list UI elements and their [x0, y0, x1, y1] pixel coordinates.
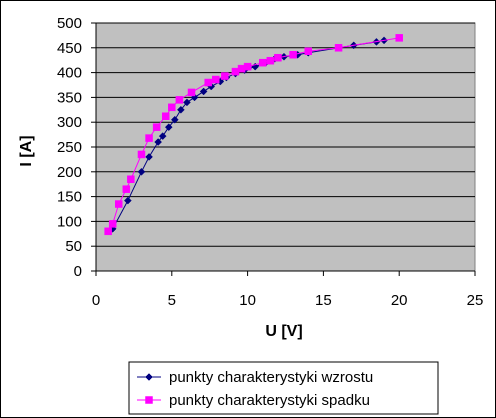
- series-spadku-point: [127, 175, 135, 183]
- series-spadku-point: [104, 227, 112, 236]
- legend-spadku-label: punkty charakterystyki spadku: [169, 392, 370, 409]
- x-tick-label: 20: [391, 292, 408, 309]
- series-wzrostu-point: [177, 105, 185, 114]
- series-wzrostu-point: [123, 196, 132, 205]
- y-tick-label: 250: [57, 139, 82, 156]
- series-spadku-point: [334, 44, 343, 52]
- series-spadku-point: [204, 78, 212, 87]
- series-spadku-point: [161, 112, 170, 120]
- x-axis-title: U [V]: [265, 323, 302, 340]
- series-wzrostu-point: [137, 167, 146, 176]
- legend: punkty charakterystyki wzrostu punkty cha…: [128, 361, 439, 415]
- legend-box: [128, 361, 439, 415]
- series-spadku-point: [289, 50, 297, 59]
- series-spadku-point: [187, 88, 196, 97]
- legend-wzrostu-marker: [145, 373, 153, 381]
- y-tick-label: 350: [57, 89, 82, 106]
- series-spadku-point: [108, 220, 117, 228]
- series-wzrostu-point: [183, 98, 191, 107]
- y-tick-label: 300: [57, 114, 82, 131]
- y-tick-label: 100: [57, 213, 82, 230]
- series-spadku-point: [259, 58, 267, 67]
- x-tick-label: 0: [92, 292, 100, 309]
- series-spadku-point: [145, 134, 153, 142]
- series-spadku-point: [137, 150, 146, 159]
- y-tick-label: 400: [57, 65, 82, 82]
- y-tick-label: 50: [65, 238, 82, 255]
- series-spadku-point: [274, 53, 282, 62]
- series-spadku-point: [152, 123, 161, 131]
- y-tick-label: 0: [74, 263, 82, 280]
- x-tick-label: 10: [239, 292, 256, 309]
- y-tick-label: 200: [57, 164, 82, 181]
- x-tick-label: 25: [467, 292, 484, 309]
- series-spadku-point: [304, 47, 312, 56]
- series-spadku-point: [221, 72, 229, 80]
- y-tick-label: 450: [57, 40, 82, 57]
- y-tick-label: 500: [57, 15, 82, 32]
- x-tick-label: 5: [168, 292, 176, 309]
- series-wzrostu-point: [164, 123, 173, 132]
- series-spadku-point: [168, 103, 176, 112]
- series-wzrostu-point: [170, 115, 179, 124]
- series-wzrostu-point: [154, 138, 163, 146]
- series-spadku-point: [243, 62, 252, 71]
- series-spadku-point: [212, 75, 220, 84]
- y-axis-title: I [A]: [18, 135, 35, 166]
- series-wzrostu-point: [199, 87, 208, 96]
- x-tick-label: 15: [315, 292, 332, 309]
- legend-spadku-marker: [145, 396, 153, 404]
- series-wzrostu-point: [158, 132, 167, 140]
- series-spadku-point: [395, 34, 403, 42]
- y-tick-label: 150: [57, 189, 82, 206]
- series-spadku-point: [175, 96, 184, 104]
- series-spadku-point: [122, 185, 131, 193]
- series-wzrostu-point: [145, 153, 153, 161]
- series-spadku-point: [266, 56, 275, 65]
- series-spadku-point: [114, 200, 123, 208]
- legend-wzrostu-label: punkty charakterystyki wzrostu: [169, 369, 373, 386]
